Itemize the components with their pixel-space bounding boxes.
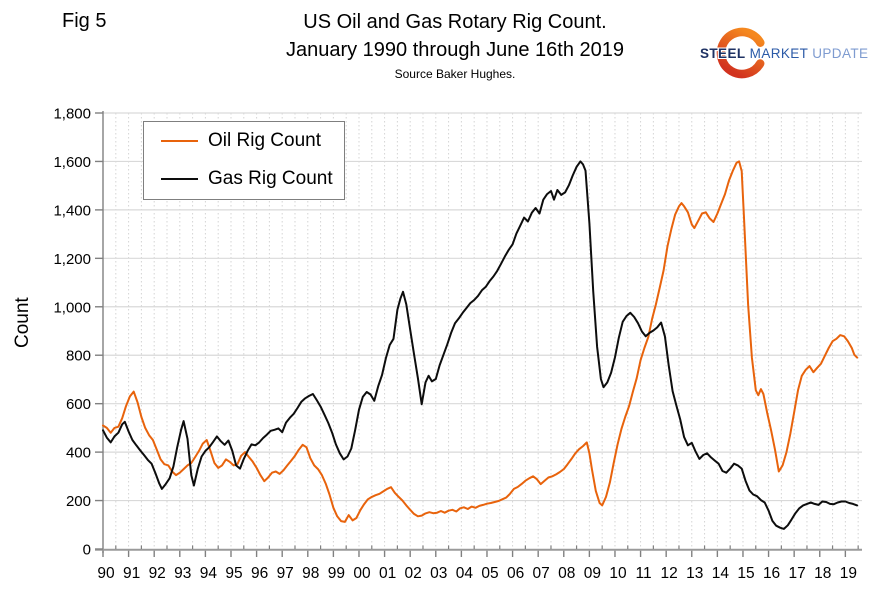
svg-text:18: 18: [814, 565, 831, 582]
svg-text:95: 95: [225, 565, 242, 582]
svg-text:92: 92: [149, 565, 166, 582]
svg-text:16: 16: [763, 565, 780, 582]
svg-text:11: 11: [636, 565, 652, 582]
svg-text:91: 91: [123, 565, 140, 582]
svg-text:09: 09: [584, 565, 601, 582]
svg-text:02: 02: [405, 565, 422, 582]
gas-line-swatch: [161, 178, 198, 180]
chart-title-block: US Oil and Gas Rotary Rig Count. January…: [135, 8, 775, 82]
logo-word-update: UPDATE: [812, 46, 869, 61]
legend-item-oil: Oil Rig Count: [144, 122, 344, 160]
legend-label-oil: Oil Rig Count: [208, 130, 321, 151]
y-axis-ticks-and-labels: 0 200 400 600 800 1,000 1,200 1,400 1,600 1,800: [53, 106, 103, 559]
svg-text:12: 12: [661, 565, 678, 582]
logo-word-steel: STEEL: [700, 46, 746, 61]
svg-text:200: 200: [66, 493, 91, 510]
svg-text:400: 400: [66, 445, 91, 462]
svg-text:99: 99: [328, 565, 345, 582]
chart-source-note: Source Baker Hughes.: [394, 67, 516, 81]
svg-text:96: 96: [251, 565, 268, 582]
figure-number-label: Fig 5: [62, 10, 107, 32]
horizontal-gridlines: [103, 112, 862, 502]
chart-legend: Oil Rig Count Gas Rig Count: [143, 121, 345, 200]
oil-rig-count-line: [102, 160, 859, 523]
svg-text:93: 93: [174, 565, 191, 582]
svg-text:1,600: 1,600: [53, 154, 91, 171]
svg-text:0: 0: [83, 542, 91, 559]
svg-text:01: 01: [379, 565, 396, 582]
svg-text:08: 08: [558, 565, 575, 582]
oil-line-swatch: [161, 140, 198, 142]
svg-text:06: 06: [507, 565, 524, 582]
legend-item-gas: Gas Rig Count: [144, 160, 344, 198]
svg-text:1,000: 1,000: [53, 299, 91, 316]
logo-word-market: MARKET: [749, 46, 809, 61]
svg-text:04: 04: [456, 565, 474, 582]
svg-text:05: 05: [481, 565, 498, 582]
svg-text:97: 97: [277, 565, 294, 582]
logo-wordmark: STEEL MARKET UPDATE: [700, 46, 868, 61]
svg-text:800: 800: [66, 348, 91, 365]
svg-text:03: 03: [430, 565, 447, 582]
svg-text:14: 14: [712, 565, 730, 582]
svg-text:07: 07: [533, 565, 550, 582]
chart-title: US Oil and Gas Rotary Rig Count.: [303, 11, 607, 33]
svg-text:98: 98: [302, 565, 319, 582]
svg-text:00: 00: [353, 565, 371, 582]
legend-label-gas: Gas Rig Count: [208, 168, 333, 189]
gas-rig-count-line: [102, 160, 859, 530]
svg-text:90: 90: [97, 565, 115, 582]
axes: [95, 111, 862, 553]
svg-text:15: 15: [737, 565, 754, 582]
chart-subtitle: January 1990 through June 16th 2019: [285, 39, 625, 61]
svg-text:600: 600: [66, 396, 91, 413]
steel-market-update-logo: STEEL MARKET UPDATE: [698, 24, 868, 84]
svg-text:94: 94: [200, 565, 218, 582]
svg-text:10: 10: [609, 565, 627, 582]
svg-text:19: 19: [840, 565, 857, 582]
svg-text:1,800: 1,800: [53, 106, 91, 123]
y-axis-title: Count: [12, 297, 33, 348]
svg-text:1,200: 1,200: [53, 251, 91, 268]
svg-text:1,400: 1,400: [53, 202, 91, 219]
x-axis-ticks-and-labels: 90 91 92 93 94 95 96 97 98 99 00 01 02 03 04 05 06 07 08 09…: [97, 545, 859, 582]
logo-ring-icon: [716, 27, 768, 79]
svg-text:17: 17: [789, 565, 806, 582]
svg-text:13: 13: [686, 565, 703, 582]
